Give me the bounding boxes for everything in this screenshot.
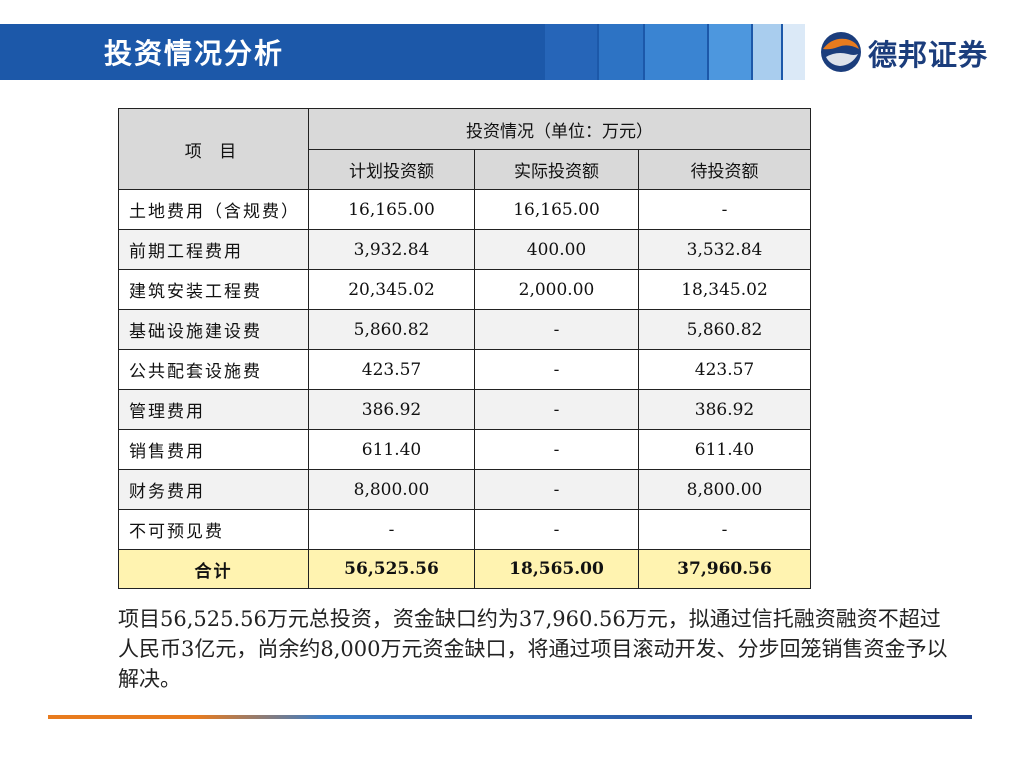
- row-label: 前期工程费用: [118, 229, 309, 270]
- total-actual-cell: 18,565.00: [474, 549, 639, 589]
- actual-cell: -: [474, 509, 639, 550]
- group-header: 投资情况（单位：万元）: [308, 108, 811, 150]
- pending-cell: 8,800.00: [638, 469, 811, 510]
- pending-cell: 3,532.84: [638, 229, 811, 270]
- planned-cell: 8,800.00: [308, 469, 475, 510]
- table-row: 不可预见费 - - -: [118, 509, 811, 550]
- pending-cell: 423.57: [638, 349, 811, 390]
- table-row: 基础设施建设费 5,860.82 - 5,860.82: [118, 309, 811, 350]
- item-column-header: 项 目: [118, 108, 309, 190]
- column-header: 待投资额: [638, 149, 811, 190]
- planned-cell: 16,165.00: [308, 189, 475, 230]
- row-label: 土地费用（含规费）: [118, 189, 309, 230]
- planned-cell: 20,345.02: [308, 269, 475, 310]
- column-header: 实际投资额: [474, 149, 639, 190]
- summary-note: 项目56,525.56万元总投资，资金缺口约为37,960.56万元，拟通过信托…: [118, 607, 948, 691]
- total-row: 合计 56,525.56 18,565.00 37,960.56: [118, 549, 811, 589]
- planned-cell: -: [308, 509, 475, 550]
- header-decor-block: [599, 24, 643, 80]
- logo-text: 德邦证券: [868, 38, 989, 72]
- pending-cell: 5,860.82: [638, 309, 811, 350]
- planned-cell: 611.40: [308, 429, 475, 470]
- row-label: 建筑安装工程费: [118, 269, 309, 310]
- row-label: 公共配套设施费: [118, 349, 309, 390]
- actual-cell: 400.00: [474, 229, 639, 270]
- row-label: 不可预见费: [118, 509, 309, 550]
- pending-cell: 611.40: [638, 429, 811, 470]
- table-header-row: 项 目 投资情况（单位：万元）: [118, 108, 811, 190]
- planned-cell: 3,932.84: [308, 229, 475, 270]
- actual-cell: 16,165.00: [474, 189, 639, 230]
- footer-divider: [48, 715, 972, 719]
- actual-cell: -: [474, 429, 639, 470]
- column-header: 计划投资额: [308, 149, 475, 190]
- table-row: 管理费用 386.92 - 386.92: [118, 389, 811, 430]
- total-pending-cell: 37,960.56: [638, 549, 811, 589]
- planned-cell: 423.57: [308, 349, 475, 390]
- header-decor-block: [709, 24, 751, 80]
- total-planned-cell: 56,525.56: [308, 549, 475, 589]
- header-decor-block: [783, 24, 805, 80]
- row-label: 销售费用: [118, 429, 309, 470]
- planned-cell: 5,860.82: [308, 309, 475, 350]
- row-label: 财务费用: [118, 469, 309, 510]
- pending-cell: -: [638, 509, 811, 550]
- actual-cell: 2,000.00: [474, 269, 639, 310]
- logo-mark-icon: [821, 32, 861, 72]
- table-row: 建筑安装工程费 20,345.02 2,000.00 18,345.02: [118, 269, 811, 310]
- actual-cell: -: [474, 389, 639, 430]
- actual-cell: -: [474, 349, 639, 390]
- table-row: 销售费用 611.40 - 611.40: [118, 429, 811, 470]
- company-logo: [812, 24, 1012, 80]
- page-title: 投资情况分析: [104, 37, 285, 70]
- table-row: 前期工程费用 3,932.84 400.00 3,532.84: [118, 229, 811, 270]
- planned-cell: 386.92: [308, 389, 475, 430]
- table-row: 财务费用 8,800.00 - 8,800.00: [118, 469, 811, 510]
- row-label: 基础设施建设费: [118, 309, 309, 350]
- pending-cell: 18,345.02: [638, 269, 811, 310]
- actual-cell: -: [474, 469, 639, 510]
- table-row: 土地费用（含规费） 16,165.00 16,165.00 -: [118, 189, 811, 230]
- total-label: 合计: [118, 549, 309, 589]
- title-bar: 投资情况分析: [0, 24, 805, 80]
- pending-cell: -: [638, 189, 811, 230]
- row-label: 管理费用: [118, 389, 309, 430]
- table-row: 公共配套设施费 423.57 - 423.57: [118, 349, 811, 390]
- header-decor-block: [645, 24, 707, 80]
- header-decor-block: [753, 24, 781, 80]
- header-decor-block: [545, 24, 597, 80]
- investment-table: 项 目 投资情况（单位：万元） 计划投资额 实际投资额 待投资额 土地费用（含规…: [118, 108, 811, 589]
- pending-cell: 386.92: [638, 389, 811, 430]
- actual-cell: -: [474, 309, 639, 350]
- table-subheader-row: 计划投资额 实际投资额 待投资额: [119, 149, 811, 190]
